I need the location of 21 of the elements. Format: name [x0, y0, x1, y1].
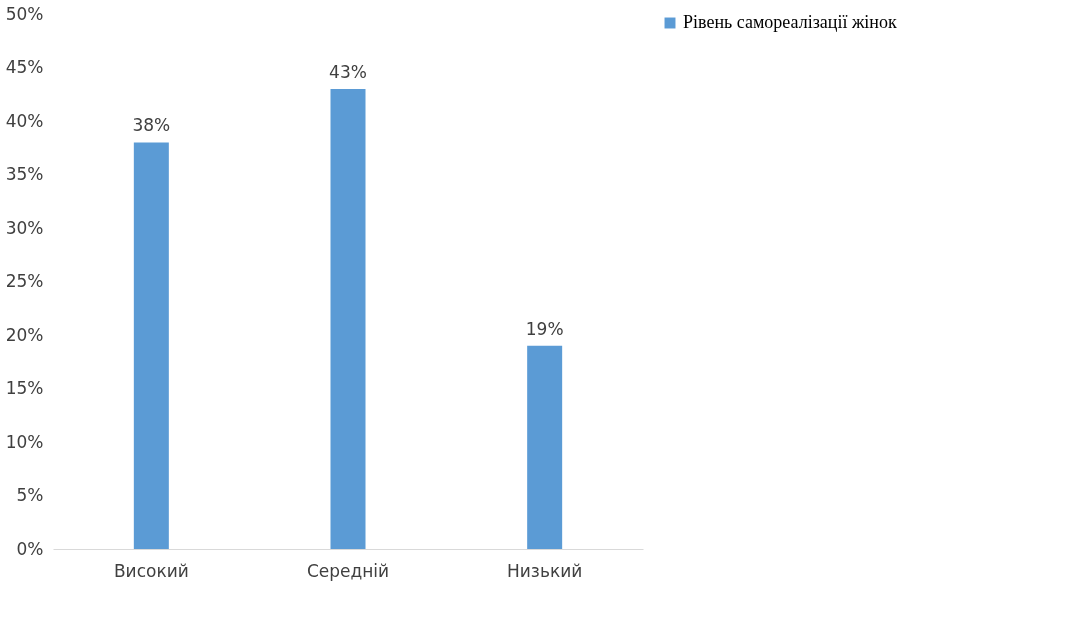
data-label: 38%: [132, 115, 171, 136]
y-tick-label: 0%: [16, 538, 44, 559]
y-tick-label: 30%: [5, 217, 44, 238]
y-tick-label: 25%: [5, 271, 44, 291]
y-tick-label: 5%: [16, 485, 44, 505]
x-tick-label: Низький: [507, 560, 583, 581]
y-tick-label: 20%: [5, 324, 44, 345]
data-label: 19%: [525, 318, 564, 339]
bar: [133, 142, 169, 549]
x-tick-label: Високий: [113, 560, 189, 581]
y-tick-label: 15%: [5, 378, 44, 398]
y-tick-label: 35%: [5, 164, 44, 184]
y-tick-label: 50%: [5, 3, 44, 24]
bar: [330, 88, 366, 549]
bar: [527, 345, 563, 549]
y-tick-label: 40%: [5, 110, 44, 131]
legend-label: Рівень самореалізації жінок: [683, 12, 897, 32]
y-tick-label: 45%: [5, 57, 44, 77]
y-tick-label: 10%: [5, 431, 44, 452]
data-label: 43%: [329, 61, 367, 82]
x-tick-label: Середній: [306, 560, 390, 581]
